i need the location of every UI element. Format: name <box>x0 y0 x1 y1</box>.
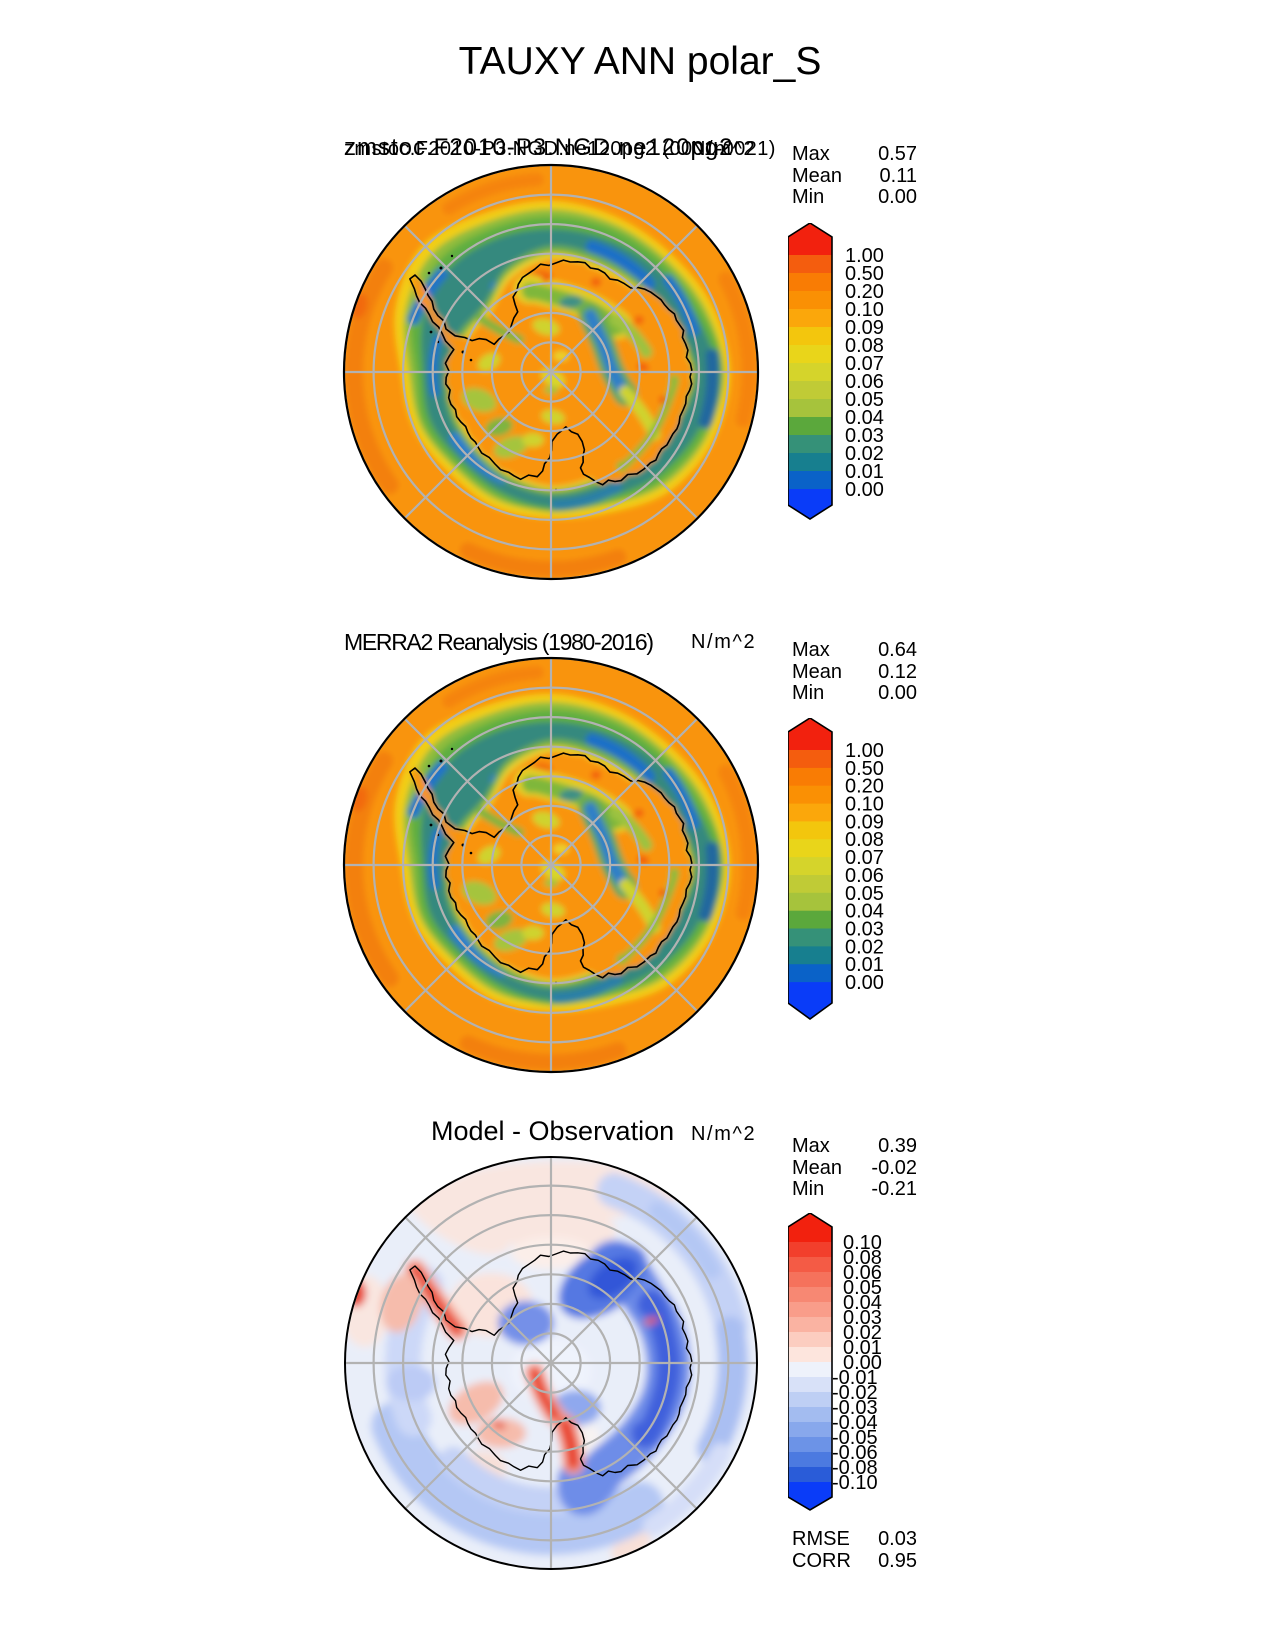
svg-text:1.00: 1.00 <box>845 245 884 267</box>
svg-text:-0.10: -0.10 <box>832 1472 878 1494</box>
svg-text:0.09: 0.09 <box>845 811 884 833</box>
svg-text:-0.08: -0.08 <box>832 1457 878 1479</box>
svg-text:0.02: 0.02 <box>845 936 884 958</box>
svg-text:-0.05: -0.05 <box>832 1427 878 1449</box>
svg-text:-0.03: -0.03 <box>832 1397 878 1419</box>
svg-text:0.05: 0.05 <box>845 883 884 905</box>
svg-text:0.05: 0.05 <box>845 389 884 411</box>
svg-text:0.09: 0.09 <box>845 317 884 339</box>
svg-text:0.01: 0.01 <box>845 954 884 976</box>
svg-text:0.00: 0.00 <box>845 479 884 501</box>
svg-text:0.20: 0.20 <box>845 281 884 303</box>
svg-text:0.00: 0.00 <box>845 972 884 994</box>
svg-text:0.08: 0.08 <box>843 1247 882 1269</box>
svg-text:0.00: 0.00 <box>843 1352 882 1374</box>
svg-text:0.07: 0.07 <box>845 847 884 869</box>
svg-text:-0.06: -0.06 <box>832 1442 878 1464</box>
svg-text:0.10: 0.10 <box>845 299 884 321</box>
svg-text:0.20: 0.20 <box>845 776 884 798</box>
svg-text:-0.04: -0.04 <box>832 1412 878 1434</box>
svg-text:0.01: 0.01 <box>845 461 884 483</box>
svg-text:0.08: 0.08 <box>845 335 884 357</box>
svg-text:0.02: 0.02 <box>843 1322 882 1344</box>
svg-text:0.03: 0.03 <box>845 919 884 941</box>
svg-text:-0.01: -0.01 <box>832 1367 878 1389</box>
svg-text:0.50: 0.50 <box>845 263 884 285</box>
svg-text:1.00: 1.00 <box>845 740 884 762</box>
svg-text:0.04: 0.04 <box>843 1292 882 1314</box>
svg-text:0.03: 0.03 <box>843 1307 882 1329</box>
svg-text:0.01: 0.01 <box>843 1337 882 1359</box>
svg-text:0.10: 0.10 <box>843 1232 882 1254</box>
svg-text:0.50: 0.50 <box>845 758 884 780</box>
svg-text:0.03: 0.03 <box>845 425 884 447</box>
svg-text:0.04: 0.04 <box>845 901 884 923</box>
svg-text:-0.02: -0.02 <box>832 1382 878 1404</box>
svg-text:0.06: 0.06 <box>843 1262 882 1284</box>
svg-text:0.07: 0.07 <box>845 353 884 375</box>
svg-text:0.02: 0.02 <box>845 443 884 465</box>
svg-text:0.06: 0.06 <box>845 865 884 887</box>
svg-text:0.04: 0.04 <box>845 407 884 429</box>
svg-text:0.06: 0.06 <box>845 371 884 393</box>
svg-text:0.05: 0.05 <box>843 1277 882 1299</box>
svg-text:0.10: 0.10 <box>845 794 884 816</box>
svg-text:0.08: 0.08 <box>845 829 884 851</box>
